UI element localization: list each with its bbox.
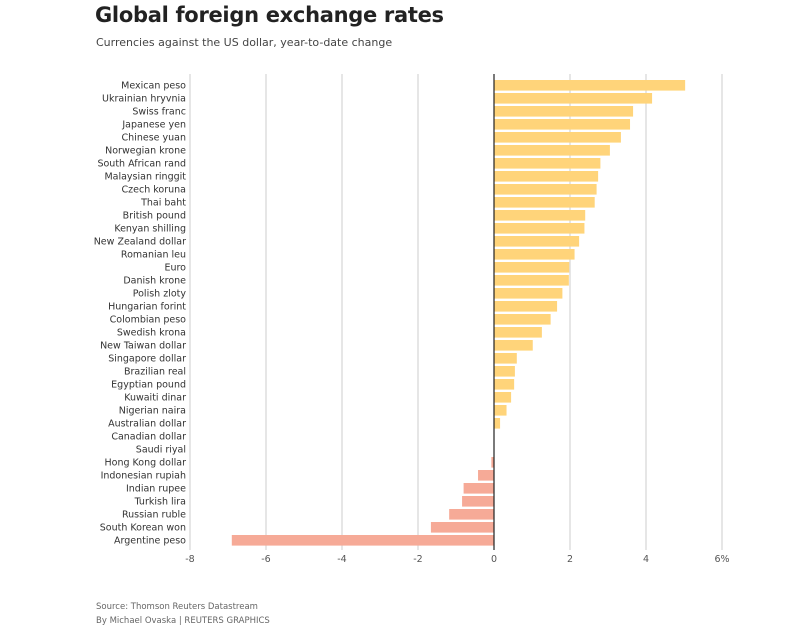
bar	[494, 301, 558, 312]
bar	[494, 145, 610, 156]
bar	[494, 314, 551, 325]
category-label: New Taiwan dollar	[100, 341, 186, 352]
category-label: Turkish lira	[134, 497, 186, 508]
category-label: South Korean won	[100, 523, 186, 534]
bar	[494, 132, 621, 143]
category-label: Brazilian real	[124, 367, 186, 378]
bar	[231, 535, 495, 546]
x-tick-label: -8	[185, 554, 194, 565]
bar	[494, 106, 634, 117]
category-label: Indonesian rupiah	[101, 471, 186, 482]
category-label: Singapore dollar	[108, 354, 186, 365]
category-label: Kuwaiti dinar	[124, 393, 186, 404]
byline: By Michael Ovaska | REUTERS GRAPHICS	[96, 616, 270, 626]
bar	[494, 353, 517, 364]
category-label: Romanian leu	[121, 250, 186, 261]
category-label: Saudi riyal	[136, 445, 186, 456]
bar	[494, 210, 586, 221]
bar	[494, 405, 507, 416]
source-note: Source: Thomson Reuters Datastream	[96, 602, 258, 612]
x-tick-label: 0	[491, 554, 497, 565]
category-label: South African rand	[97, 159, 186, 170]
bar	[494, 171, 599, 182]
bar	[494, 275, 569, 286]
category-label: Euro	[164, 263, 186, 274]
bar	[494, 392, 512, 403]
bar	[494, 379, 515, 390]
bar	[494, 288, 563, 299]
bar	[494, 80, 686, 91]
category-label: Hungarian forint	[108, 302, 186, 313]
bar	[463, 483, 494, 494]
x-tick-label: -6	[261, 554, 270, 565]
bar	[494, 249, 575, 260]
category-label: New Zealand dollar	[94, 237, 186, 248]
category-label: Norwegian krone	[105, 146, 186, 157]
bar	[494, 119, 631, 130]
bar	[478, 470, 494, 481]
category-label: Swiss franc	[132, 107, 186, 118]
x-tick-label: 4	[643, 554, 649, 565]
category-label: Mexican peso	[121, 81, 186, 92]
category-labels: Mexican peso Ukrainian hryvnia Swiss franc…	[94, 81, 187, 547]
category-label: Colombian peso	[110, 315, 187, 326]
category-label: Russian ruble	[122, 510, 186, 521]
bars	[231, 80, 686, 546]
category-label: Czech koruna	[122, 185, 186, 196]
category-label: Hong Kong dollar	[104, 458, 186, 469]
x-tick-label: -2	[413, 554, 422, 565]
category-label: Egyptian pound	[111, 380, 186, 391]
bar	[430, 522, 494, 533]
category-label: Ukrainian hryvnia	[102, 94, 186, 105]
chart-title: Global foreign exchange rates	[95, 3, 444, 27]
bar	[491, 457, 494, 468]
bar	[494, 93, 653, 104]
bar	[494, 340, 533, 351]
category-label: Thai baht	[140, 198, 186, 209]
category-label: Malaysian ringgit	[104, 172, 186, 183]
bar-chart: Mexican peso Ukrainian hryvnia Swiss franc…	[94, 74, 730, 565]
category-label: Polish zloty	[133, 289, 187, 300]
category-label: Swedish krona	[117, 328, 186, 339]
bar	[494, 327, 542, 338]
category-label: British pound	[123, 211, 186, 222]
category-label: Nigerian naira	[119, 406, 186, 417]
bar	[494, 184, 597, 195]
category-label: Indian rupee	[126, 484, 186, 495]
bar	[449, 509, 494, 520]
category-label: Australian dollar	[108, 419, 186, 430]
chart-subtitle: Currencies against the US dollar, year-t…	[96, 36, 393, 49]
bar	[462, 496, 494, 507]
x-tick-label: 6%	[714, 554, 729, 565]
category-label: Kenyan shilling	[114, 224, 186, 235]
x-tick-label: -4	[337, 554, 346, 565]
bar	[494, 197, 595, 208]
x-tick-label: 2	[567, 554, 573, 565]
category-label: Danish krone	[123, 276, 186, 287]
bar	[494, 366, 515, 377]
bar	[494, 223, 585, 234]
category-label: Chinese yuan	[122, 133, 186, 144]
category-label: Argentine peso	[114, 536, 186, 547]
bar	[494, 158, 601, 169]
gridlines	[189, 74, 723, 550]
category-label: Japanese yen	[121, 120, 186, 131]
x-tick-labels: -8 -6 -4 -2 0 2 4 6%	[185, 554, 729, 565]
bar	[494, 236, 580, 247]
bar	[494, 418, 501, 429]
category-label: Canadian dollar	[111, 432, 186, 443]
bar	[494, 262, 570, 273]
